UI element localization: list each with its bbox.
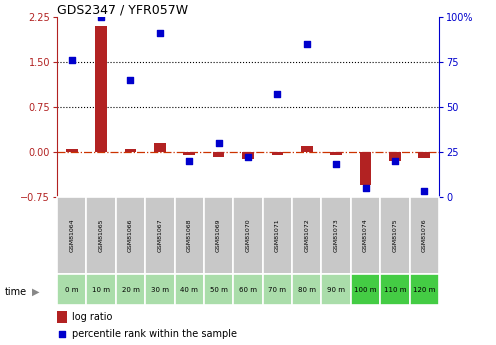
- Bar: [321, 197, 351, 274]
- Point: [58, 331, 65, 337]
- Point: [156, 31, 164, 36]
- Bar: [263, 197, 292, 274]
- Bar: [154, 143, 166, 152]
- Bar: [380, 197, 410, 274]
- Text: ▶: ▶: [32, 287, 40, 296]
- Bar: [57, 197, 86, 274]
- Text: 30 m: 30 m: [151, 287, 169, 293]
- Text: GSM81070: GSM81070: [246, 219, 250, 252]
- Bar: [116, 197, 145, 274]
- Bar: [204, 197, 233, 274]
- Bar: [380, 274, 410, 305]
- Bar: [389, 152, 401, 161]
- Point: [244, 155, 252, 160]
- Point: [332, 161, 340, 167]
- Text: GSM81075: GSM81075: [392, 219, 397, 252]
- Bar: [145, 274, 175, 305]
- Bar: [57, 274, 86, 305]
- Text: GSM81076: GSM81076: [422, 219, 427, 252]
- Bar: [213, 152, 225, 157]
- Point: [186, 158, 193, 164]
- Point: [273, 92, 281, 97]
- Bar: [301, 146, 312, 152]
- Text: 20 m: 20 m: [122, 287, 139, 293]
- Bar: [233, 197, 263, 274]
- Text: 10 m: 10 m: [92, 287, 110, 293]
- Bar: [410, 197, 439, 274]
- Text: 40 m: 40 m: [181, 287, 198, 293]
- Bar: [145, 197, 175, 274]
- Text: time: time: [5, 287, 27, 296]
- Bar: [271, 152, 283, 155]
- Text: percentile rank within the sample: percentile rank within the sample: [71, 329, 237, 339]
- Bar: [175, 274, 204, 305]
- Text: GSM81068: GSM81068: [186, 219, 192, 252]
- Bar: [57, 310, 66, 323]
- Text: GSM81065: GSM81065: [99, 219, 104, 252]
- Bar: [204, 274, 233, 305]
- Bar: [86, 274, 116, 305]
- Text: GSM81066: GSM81066: [128, 219, 133, 252]
- Text: 0 m: 0 m: [65, 287, 78, 293]
- Bar: [175, 197, 204, 274]
- Text: 90 m: 90 m: [327, 287, 345, 293]
- Bar: [242, 152, 254, 159]
- Bar: [116, 274, 145, 305]
- Text: 110 m: 110 m: [383, 287, 406, 293]
- Bar: [292, 274, 321, 305]
- Point: [126, 77, 134, 83]
- Bar: [86, 197, 116, 274]
- Bar: [410, 274, 439, 305]
- Text: GSM81069: GSM81069: [216, 219, 221, 252]
- Bar: [321, 274, 351, 305]
- Bar: [233, 274, 263, 305]
- Text: 60 m: 60 m: [239, 287, 257, 293]
- Text: GSM81071: GSM81071: [275, 219, 280, 252]
- Text: log ratio: log ratio: [71, 312, 112, 322]
- Bar: [66, 149, 77, 152]
- Point: [68, 58, 76, 63]
- Text: 120 m: 120 m: [413, 287, 435, 293]
- Bar: [184, 152, 195, 155]
- Text: 100 m: 100 m: [354, 287, 377, 293]
- Text: GSM81074: GSM81074: [363, 219, 368, 252]
- Text: 50 m: 50 m: [210, 287, 228, 293]
- Bar: [351, 197, 380, 274]
- Point: [362, 185, 370, 190]
- Bar: [330, 152, 342, 155]
- Point: [215, 140, 223, 146]
- Text: GSM81067: GSM81067: [157, 219, 162, 252]
- Bar: [95, 26, 107, 152]
- Bar: [419, 152, 430, 158]
- Text: 80 m: 80 m: [298, 287, 316, 293]
- Text: 70 m: 70 m: [268, 287, 286, 293]
- Bar: [124, 149, 136, 152]
- Text: GDS2347 / YFR057W: GDS2347 / YFR057W: [57, 3, 188, 16]
- Point: [303, 41, 310, 47]
- Point: [97, 14, 105, 20]
- Bar: [263, 274, 292, 305]
- Text: GSM81064: GSM81064: [69, 219, 74, 252]
- Text: GSM81072: GSM81072: [304, 219, 310, 252]
- Point: [391, 158, 399, 164]
- Bar: [292, 197, 321, 274]
- Point: [420, 188, 428, 194]
- Text: GSM81073: GSM81073: [334, 219, 339, 252]
- Bar: [351, 274, 380, 305]
- Bar: [360, 152, 372, 185]
